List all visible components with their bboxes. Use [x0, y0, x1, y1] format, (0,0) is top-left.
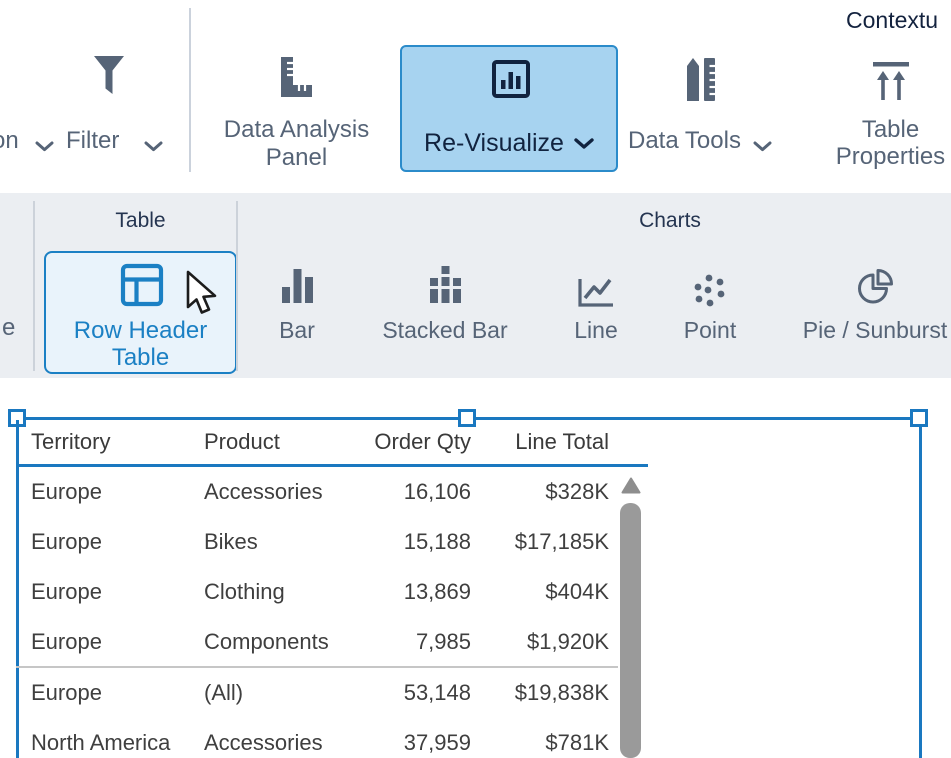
point-chart-icon	[692, 253, 728, 309]
data-tools-button[interactable]: Data Tools	[628, 127, 741, 154]
charts-group-label: Charts	[639, 209, 701, 232]
table-group-label: Table	[115, 209, 166, 232]
column-header-product: Product	[204, 429, 280, 454]
chevron-down-icon	[574, 137, 594, 150]
selection-handle-top-right[interactable]	[910, 409, 928, 427]
stacked-bar-icon	[427, 253, 463, 309]
bar-chart-square-icon	[490, 58, 532, 100]
chevron-down-icon[interactable]	[144, 141, 163, 152]
chart-type-line[interactable]: Line	[546, 253, 646, 365]
table-properties-button[interactable]: Table Properties	[835, 116, 946, 170]
contextual-tab-label: Contextu	[846, 7, 939, 33]
selection-right-edge	[919, 417, 922, 758]
column-header-line-total: Line Total	[515, 429, 609, 454]
revisualize-button[interactable]: Re-Visualize	[400, 45, 618, 172]
table-row: Europe (All) 53,148 $19,838K	[31, 680, 609, 705]
table-row: Europe Components 7,985 $1,920K	[31, 629, 609, 654]
table-left-border	[16, 420, 19, 758]
cursor-arrow-icon	[183, 269, 223, 319]
header-underline	[16, 464, 648, 467]
chevron-down-icon[interactable]	[753, 141, 772, 152]
ribbon-group-divider	[189, 8, 191, 172]
data-analysis-panel-button[interactable]: Data Analysis Panel	[223, 116, 370, 171]
chart-type-bar[interactable]: Bar	[252, 253, 342, 365]
table-row: Europe Accessories 16,106 $328K	[31, 479, 609, 504]
chevron-down-icon[interactable]	[35, 141, 54, 152]
gallery-group-divider	[33, 201, 35, 371]
ribbon-main-row: on Filter Data Analysis Panel	[0, 0, 951, 193]
clipped-ribbon-item[interactable]: on	[0, 127, 19, 154]
gallery-group-divider	[236, 201, 238, 371]
row-header-table-icon	[120, 263, 164, 307]
filter-button[interactable]: Filter	[66, 127, 120, 154]
funnel-icon[interactable]	[92, 54, 126, 102]
pie-chart-icon	[855, 253, 895, 309]
table-row: Europe Clothing 13,869 $404K	[31, 579, 609, 604]
row-header-table-label: Row Header Table	[73, 317, 208, 371]
column-header-order-qty: Order Qty	[374, 429, 471, 454]
scroll-up-icon[interactable]	[621, 477, 641, 494]
scrollbar-thumb[interactable]	[620, 503, 641, 758]
selection-handle-top-center[interactable]	[458, 409, 476, 427]
table-row: North America Accessories 37,959 $781K	[31, 730, 609, 755]
arrows-up-icon[interactable]	[871, 60, 911, 104]
bar-chart-icon	[279, 253, 315, 309]
clipped-gallery-item[interactable]: e	[2, 314, 16, 341]
column-header-territory: Territory	[31, 429, 111, 454]
line-chart-icon	[576, 253, 616, 309]
ruler-square-icon[interactable]	[278, 55, 314, 99]
subtotal-separator	[16, 666, 618, 668]
chart-type-point[interactable]: Point	[660, 253, 760, 365]
pencil-ruler-icon[interactable]	[683, 56, 717, 103]
chart-type-stacked-bar[interactable]: Stacked Bar	[362, 253, 528, 365]
table-row: Europe Bikes 15,188 $17,185K	[31, 529, 609, 554]
revisualize-gallery: e Table Row Header Table Charts	[0, 193, 951, 378]
chart-type-pie-sunburst[interactable]: Pie / Sunburst	[780, 253, 951, 365]
revisualize-label: Re-Visualize	[424, 129, 564, 157]
